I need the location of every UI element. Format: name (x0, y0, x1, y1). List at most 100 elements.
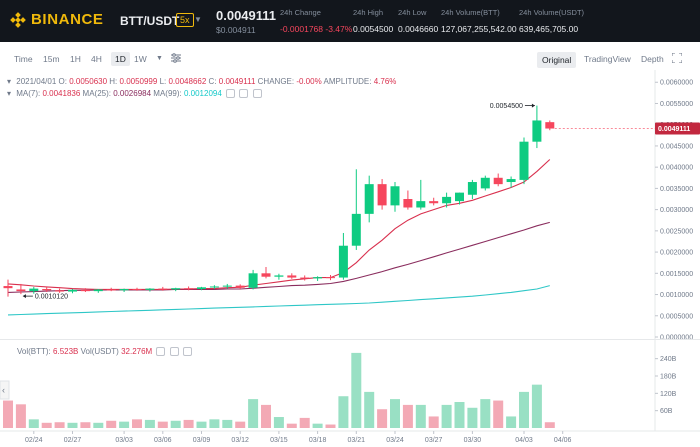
interval-1d[interactable]: 1D (111, 52, 130, 66)
volume-bar (402, 404, 413, 428)
volume-bar (377, 409, 388, 428)
interval-4h[interactable]: 4H (91, 54, 102, 64)
price-tick-label: 0.0010000 (660, 292, 693, 299)
interval-1w[interactable]: 1W (134, 54, 147, 64)
time-tick-label: 03/15 (270, 437, 288, 444)
candle-body (351, 213, 361, 246)
eye-icon[interactable] (226, 89, 236, 99)
time-tick-label: 03/21 (348, 437, 366, 444)
price-tick-label: 0.0055000 (660, 101, 693, 108)
volume-bar (3, 400, 13, 428)
volume-bar (93, 422, 104, 428)
leverage-badge: 5x (176, 13, 194, 27)
price-tick-label: 0.0000000 (660, 335, 693, 342)
amplitude-value: 4.76% (373, 77, 397, 86)
low-annotation: 0.0010120 (35, 294, 68, 301)
stat-24h-high: 24h High 0.0054500 (353, 8, 393, 34)
ma99-label: MA(99): (153, 89, 182, 98)
view-depth[interactable]: Depth (641, 54, 664, 64)
current-price-tag (655, 122, 700, 135)
time-tick-label: 04/06 (554, 437, 572, 444)
pane-divider (0, 339, 700, 340)
interval-time[interactable]: Time (14, 54, 33, 64)
candle-body (248, 273, 258, 288)
interval-1h[interactable]: 1H (70, 54, 81, 64)
high-annotation: 0.0054500 (490, 103, 523, 110)
candle-body (145, 288, 155, 290)
price-tick-label: 0.0045000 (660, 143, 693, 150)
close-icon[interactable] (252, 89, 262, 99)
price-tick-label: 0.0025000 (660, 228, 693, 235)
stat-value: 0.0054500 (353, 24, 394, 34)
last-price: 0.0049111 (216, 8, 277, 23)
candle-body (171, 288, 181, 290)
chevron-down-icon[interactable]: ▼ (194, 15, 202, 24)
candle-body (158, 288, 168, 290)
ma7-label: MA(7): (16, 89, 41, 98)
binance-logo-icon (10, 11, 26, 28)
ma7-value: 0.0041836 (42, 89, 81, 98)
candle-body (403, 199, 413, 208)
low-arrow-head (22, 294, 26, 299)
price-tick-label: 0.0015000 (660, 271, 693, 278)
volume-bar (544, 422, 555, 428)
ohlc-date: 2021/04/01 (16, 77, 57, 86)
stat-label: 24h Change (280, 8, 321, 17)
candle-body (429, 201, 439, 204)
close-icon[interactable] (182, 347, 192, 357)
binance-logo[interactable]: BINANCE (10, 11, 104, 28)
interval-15m[interactable]: 15m (43, 54, 60, 64)
pair-symbol[interactable]: BTT/USDT (120, 14, 180, 28)
candle-body (106, 289, 116, 291)
candle-body (532, 120, 542, 142)
volume-bar (15, 404, 26, 428)
candle-body (209, 286, 219, 288)
view-tradingview[interactable]: TradingView (584, 54, 631, 64)
time-tick-label: 03/24 (386, 437, 404, 444)
candle-body (274, 275, 284, 277)
volume-bar (441, 404, 452, 428)
time-tick-label: 03/18 (309, 437, 327, 444)
low-label: L: (159, 77, 167, 86)
chart-toolbar: Time 15m 1H 4H 1D 1W ▼ Original TradingV… (0, 50, 700, 70)
eye-icon[interactable] (156, 347, 166, 357)
volume-tick-label: 240B (660, 356, 677, 363)
volume-bar (196, 421, 207, 428)
volume-bar (261, 404, 271, 428)
price-tick-label: 0.0020000 (660, 250, 693, 257)
view-original[interactable]: Original (537, 52, 577, 68)
volume-bar (299, 417, 310, 428)
volume-bar (467, 407, 478, 428)
candle-body (119, 289, 129, 291)
volume-bar (209, 419, 220, 428)
settings-sliders-icon[interactable] (171, 53, 181, 65)
candle-body (390, 186, 400, 206)
settings-icon[interactable] (169, 347, 179, 357)
collapse-icon[interactable]: ▾ (7, 77, 12, 86)
candle-body (493, 177, 503, 185)
volume-bar (54, 422, 65, 428)
last-price-usd: $0.004911 (216, 25, 256, 35)
volume-bar (273, 417, 284, 428)
high-value: 0.0050999 (119, 77, 158, 86)
volume-legend: Vol(BTT): 6.523B Vol(USDT) 32.276M (17, 347, 192, 357)
close-value: 0.0049111 (218, 77, 256, 86)
candle-body (506, 179, 516, 183)
collapse-icon[interactable]: ▾ (7, 89, 12, 98)
stat-label: 24h Volume(USDT) (519, 8, 585, 17)
candle-body (377, 184, 387, 206)
chevron-down-icon[interactable]: ▼ (156, 55, 163, 62)
settings-icon[interactable] (239, 89, 249, 99)
volume-bar (157, 421, 168, 428)
ma99-value: 0.0012094 (183, 89, 222, 98)
candle-body (300, 277, 310, 279)
volume-bar (428, 416, 439, 428)
candle-body (480, 177, 490, 189)
candle-body (326, 277, 335, 279)
volume-bar (235, 421, 246, 428)
vol-usdt-value: 32.276M (121, 347, 153, 356)
candle-body (442, 196, 452, 204)
ma99-line (7, 285, 550, 316)
time-tick-label: 03/27 (425, 437, 443, 444)
